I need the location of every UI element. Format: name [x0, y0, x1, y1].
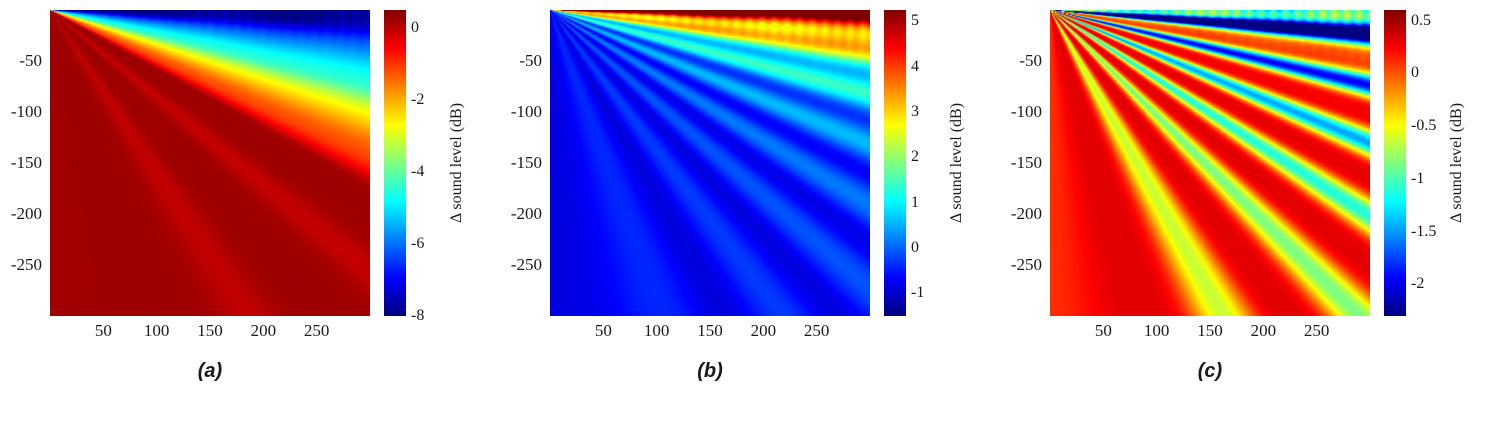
colorbar-b [884, 10, 906, 316]
y-axis-tick-labels: -50 -100 -150 -200 -250 [1000, 10, 1044, 316]
x-tick-label: 50 [594, 321, 612, 340]
x-tick-label: 150 [1197, 321, 1223, 340]
x-axis-tick-labels: 50 100 150 200 250 [550, 319, 870, 343]
colorbar-tick-label: 1 [911, 193, 919, 211]
colorbar-tick-label: -2 [1411, 275, 1425, 293]
colorbar-tick-label: -1 [1411, 169, 1425, 187]
colorbar-tick-label: 0 [911, 239, 919, 256]
y-tick-label: -150 [1010, 153, 1042, 172]
colorbar-tick-label: -2 [411, 91, 425, 108]
panel-b: -50 -100 -150 -200 -250 50 100 150 200 250 5 4 3 2 1… [500, 0, 1000, 423]
panel-caption-b: (b) [697, 360, 723, 382]
x-tick-label: 100 [143, 321, 170, 340]
panel-caption-a: (a) [197, 360, 223, 382]
x-tick-label: 200 [250, 321, 277, 340]
x-axis-tick-labels: 50 100 150 200 250 [1050, 319, 1370, 343]
y-tick-label: -250 [510, 255, 542, 274]
y-tick-label: -150 [10, 153, 42, 172]
colorbar-tick-label: -1.5 [1411, 222, 1437, 240]
y-tick-label: -200 [510, 204, 542, 223]
colorbar-axis-label: Δ sound level (dB) [1448, 102, 1465, 224]
colorbar-axis-label: Δ sound level (dB) [948, 102, 965, 224]
x-tick-label: 150 [197, 321, 223, 340]
heatmap-a [50, 10, 370, 316]
colorbar-c [1384, 10, 1406, 316]
y-tick-label: -250 [10, 255, 42, 274]
colorbar-tick-label: 5 [911, 12, 919, 30]
y-tick-label: -200 [1010, 204, 1042, 223]
colorbar-tick-label: -6 [411, 235, 425, 252]
colorbar-tick-label: 3 [911, 103, 919, 120]
colorbar-tick-label: 0.5 [1411, 11, 1431, 29]
y-tick-label: -50 [1019, 51, 1042, 70]
y-tick-label: -100 [1010, 102, 1042, 121]
y-tick-label: -100 [10, 102, 42, 121]
y-tick-label: -50 [19, 51, 42, 70]
x-tick-label: 50 [1094, 321, 1112, 340]
y-tick-label: -100 [510, 102, 542, 121]
panel-a: -50 -100 -150 -200 -250 50 100 150 200 250 0 -2 -4… [0, 0, 500, 423]
y-axis-tick-labels: -50 -100 -150 -200 -250 [500, 10, 544, 316]
colorbar-tick-label: 0 [411, 19, 419, 36]
colorbar-tick-label: 0 [1411, 64, 1419, 82]
x-tick-label: 250 [803, 321, 830, 340]
x-tick-label: 250 [1303, 321, 1330, 340]
y-tick-label: -250 [1010, 255, 1042, 274]
x-tick-label: 250 [303, 321, 330, 340]
x-tick-label: 150 [697, 321, 723, 340]
heatmap-c [1050, 10, 1370, 316]
colorbar-tick-labels: 0.5 0 -0.5 -1 -1.5 -2 [1411, 10, 1453, 316]
colorbar-tick-label: 4 [911, 57, 919, 75]
panel-caption-c: (c) [1197, 360, 1223, 382]
panel-c: -50 -100 -150 -200 -250 50 100 150 200 250 0.5 0 -… [1000, 0, 1500, 423]
x-tick-label: 200 [1250, 321, 1277, 340]
colorbar-tick-labels: 0 -2 -4 -6 -8 [411, 10, 453, 324]
x-tick-label: 50 [94, 321, 112, 340]
colorbar-tick-labels: 5 4 3 2 1 0 -1 [911, 10, 953, 316]
y-tick-label: -200 [10, 204, 42, 223]
colorbar-a [384, 10, 406, 316]
colorbar-axis-label: Δ sound level (dB) [448, 102, 465, 224]
y-axis-tick-labels: -50 -100 -150 -200 -250 [0, 10, 44, 316]
colorbar-tick-label: -4 [411, 163, 425, 180]
colorbar-tick-label: -0.5 [1411, 117, 1437, 135]
y-tick-label: -150 [510, 153, 542, 172]
heatmap-b [550, 10, 870, 316]
x-tick-label: 200 [750, 321, 777, 340]
colorbar-tick-label: 2 [911, 148, 919, 166]
colorbar-tick-label: -1 [911, 284, 925, 302]
colorbar-tick-label: -8 [411, 307, 425, 324]
x-tick-label: 100 [643, 321, 670, 340]
x-axis-tick-labels: 50 100 150 200 250 [50, 319, 370, 343]
y-tick-label: -50 [519, 51, 542, 70]
x-tick-label: 100 [1143, 321, 1170, 340]
